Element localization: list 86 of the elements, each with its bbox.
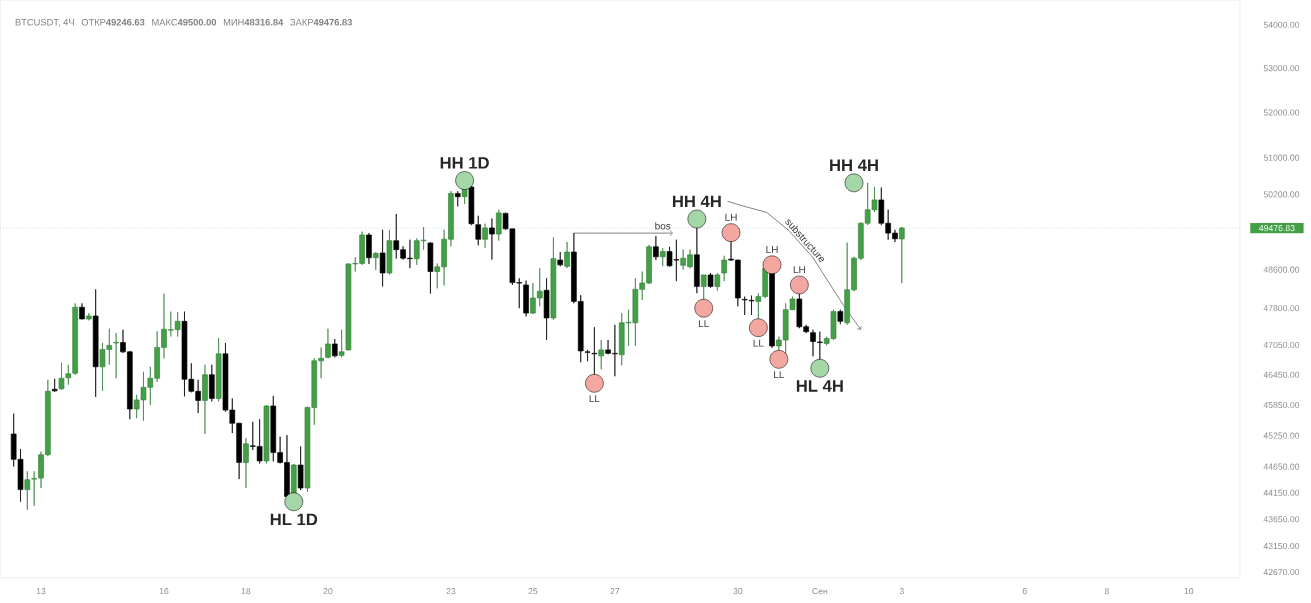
candlestick: [209, 364, 215, 402]
candlestick: [564, 241, 570, 269]
candlestick: [58, 362, 65, 391]
y-tick-label: 54000.00: [1263, 21, 1300, 28]
annotation: LH: [725, 213, 737, 221]
y-tick-label: 51000.00: [1263, 154, 1300, 161]
y-tick-label: 42670.00: [1263, 568, 1300, 576]
annotation: ОТКР49246.63: [81, 18, 145, 26]
candlestick: [202, 364, 208, 435]
annotation: HL 4H: [796, 380, 843, 392]
candlestick: [243, 437, 249, 489]
y-tick-label: 45850.00: [1263, 401, 1300, 409]
x-tick-label: 3: [899, 588, 904, 595]
annotation: ЗАКР49476.83: [290, 18, 353, 26]
annotation: HH 4H: [672, 195, 721, 208]
y-tick-label: 52000.00: [1263, 109, 1300, 116]
y-tick-label: 53000.00: [1263, 65, 1300, 72]
x-tick-label: 8: [1104, 588, 1109, 595]
candlestick: [331, 338, 338, 358]
annotation: HH 1D: [440, 157, 489, 169]
annotation: LL: [774, 371, 785, 379]
candlestick: [379, 229, 386, 287]
x-tick-label: Сен: [812, 588, 828, 595]
candlestick: [584, 349, 591, 362]
candlestick: [659, 247, 666, 267]
candlestick: [325, 328, 331, 359]
candlestick: [86, 312, 92, 321]
annotation: МАКС49500.00: [152, 18, 217, 26]
candlestick: [366, 232, 372, 265]
candlestick: [482, 223, 488, 249]
x-tick-label: 13: [36, 588, 46, 595]
x-tick-label: 20: [323, 588, 333, 595]
candlestick: [475, 215, 482, 246]
x-tick-label: 25: [528, 588, 538, 595]
candlestick: [454, 190, 461, 207]
annotation: HL 1D: [270, 513, 318, 526]
candlestick: [263, 404, 270, 464]
candlestick: [837, 309, 844, 325]
y-tick-label: 44650.00: [1263, 463, 1300, 470]
x-tick-label: 23: [446, 588, 456, 595]
x-tick-label: 27: [610, 588, 620, 595]
candlestick: [489, 218, 495, 260]
candlestick: [79, 303, 85, 320]
x-tick-label: 30: [733, 588, 743, 595]
y-tick-label: 43650.00: [1263, 516, 1300, 523]
annotation: HH 4H: [830, 159, 878, 171]
annotation: LH: [793, 266, 805, 274]
candlestick: [386, 229, 393, 275]
x-tick-label: 6: [1022, 588, 1027, 595]
candlestick: [113, 332, 119, 379]
candlestick: [372, 251, 379, 271]
y-tick-label: 47800.00: [1263, 305, 1300, 312]
ref-line-label: 49476.83: [1259, 225, 1295, 232]
annotation: LH: [766, 246, 778, 253]
candlestick: [707, 272, 714, 289]
annotation: LL: [753, 339, 764, 347]
candlestick: [653, 235, 659, 261]
candlestick: [721, 255, 727, 282]
candlestick: [427, 241, 434, 294]
x-tick-label: 16: [159, 588, 169, 595]
y-tick-label: 43150.00: [1263, 542, 1300, 550]
candlestick: [557, 251, 564, 267]
y-tick-label: 47050.00: [1263, 341, 1300, 349]
candlestick: [215, 337, 222, 402]
y-tick-label: 48600.00: [1263, 266, 1300, 273]
y-tick-label: 45250.00: [1263, 432, 1300, 439]
annotation: LL: [589, 395, 600, 403]
candlestick: [550, 237, 557, 321]
candlestick: [543, 277, 550, 341]
candlestick: [297, 446, 304, 491]
candlestick: [598, 339, 605, 370]
candlestick: [495, 209, 502, 241]
x-tick-label: 10: [1184, 588, 1194, 595]
y-tick-label: 46450.00: [1263, 371, 1300, 378]
text: BTCUSDT, 4Ч: [15, 18, 74, 27]
candlestick: [92, 288, 99, 398]
annotation: МИН48316.84: [223, 18, 284, 26]
y-tick-label: 50200.00: [1263, 191, 1300, 198]
candlestick: [51, 378, 58, 393]
y-tick-label: 44150.00: [1263, 489, 1300, 496]
candlestick: [338, 329, 345, 358]
candlestick: [523, 280, 529, 317]
candlestick: [714, 272, 721, 292]
annotation: LL: [698, 320, 709, 328]
annotation: bos: [655, 222, 671, 230]
x-tick-label: 18: [241, 588, 251, 595]
